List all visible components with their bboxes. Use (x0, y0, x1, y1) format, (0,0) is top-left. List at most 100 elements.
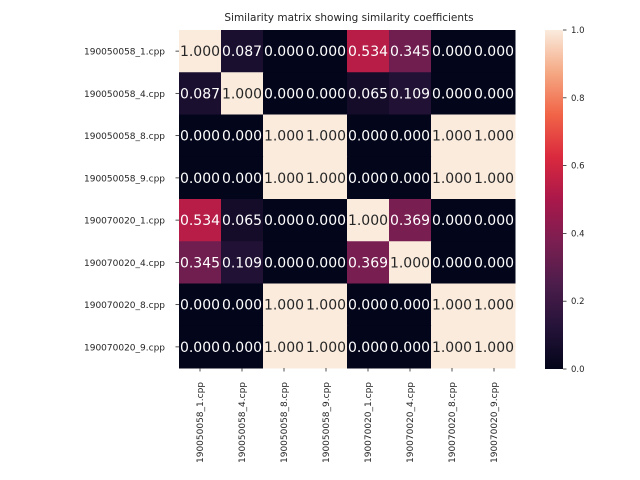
column-tick-label: 190070020_9.cpp (490, 382, 500, 463)
cell-value-label: 0.000 (390, 129, 430, 145)
column-tick-label: 190070020_8.cpp (448, 382, 458, 463)
cell-value-label: 0.369 (348, 255, 388, 271)
cell-value-label: 0.000 (348, 340, 388, 356)
heatmap-cell (389, 283, 432, 327)
column-tick-label: 190050058_8.cpp (280, 382, 290, 463)
heatmap-cell (473, 241, 516, 284)
heatmap-cell (263, 241, 306, 284)
chart-title: Similarity matrix showing similarity coe… (224, 12, 473, 24)
cell-value-label: 0.000 (180, 340, 220, 356)
cell-value-label: 1.000 (306, 340, 346, 356)
heatmap-cell (389, 325, 432, 369)
cell-value-label: 0.000 (306, 255, 346, 271)
heatmap-cell (305, 72, 348, 115)
cell-value-label: 1.000 (264, 340, 304, 356)
heatmap-cell (263, 114, 306, 158)
heatmap-cell (305, 114, 348, 158)
cell-value-label: 1.000 (264, 129, 304, 145)
cell-value-label: 0.369 (390, 213, 430, 229)
heatmap-cell (473, 283, 516, 327)
heatmap-cell (431, 114, 474, 158)
heatmap-cell (473, 72, 516, 115)
cell-value-label: 0.000 (180, 171, 220, 187)
cell-value-label: 0.000 (474, 255, 514, 271)
colorbar-gradient (545, 30, 563, 369)
column-tick-label: 190070020_1.cpp (364, 382, 374, 463)
cell-value-label: 0.000 (264, 213, 304, 229)
cell-value-label: 0.534 (348, 44, 388, 60)
cell-value-label: 1.000 (264, 171, 304, 187)
cell-value-label: 0.109 (390, 86, 430, 102)
heatmap-cell (179, 199, 222, 242)
cell-value-label: 0.000 (264, 255, 304, 271)
heatmap-cell (389, 72, 432, 115)
cell-value-label: 0.000 (348, 129, 388, 145)
cell-value-label: 0.000 (432, 255, 472, 271)
heatmap-cell (473, 325, 516, 369)
heatmap-cell (179, 241, 222, 284)
cell-value-label: 1.000 (432, 298, 472, 314)
cell-value-label: 1.000 (474, 340, 514, 356)
heatmap-cell (431, 30, 474, 73)
heatmap-cell (473, 30, 516, 73)
cell-value-label: 0.000 (222, 340, 262, 356)
cell-value-label: 1.000 (306, 171, 346, 187)
heatmap-cell (389, 114, 432, 158)
heatmap-cell (347, 72, 390, 115)
cell-value-label: 0.000 (222, 298, 262, 314)
cell-value-label: 0.000 (432, 86, 472, 102)
cell-value-label: 0.534 (180, 213, 220, 229)
column-labels: 190050058_1.cpp 190050058_4.cpp 190050058_… (196, 368, 500, 463)
cell-value-label: 0.065 (222, 213, 262, 229)
row-tick-label: 190070020_8.cpp (84, 301, 165, 311)
heatmap-cell (263, 156, 306, 200)
cell-value-label: 1.000 (264, 298, 304, 314)
row-tick-label: 190050058_9.cpp (84, 174, 165, 184)
heatmap-cell (305, 241, 348, 284)
heatmap-cell (179, 156, 222, 200)
heatmap-cells: 1.000 0.087 0.000 0.000 0.534 0.345 0.000 0.000… (179, 30, 516, 369)
heatmap-cell (179, 114, 222, 158)
heatmap-cell (221, 30, 264, 73)
cell-value-label: 1.000 (474, 171, 514, 187)
heatmap-cell (179, 325, 222, 369)
cell-value-label: 1.000 (306, 129, 346, 145)
heatmap-cell (179, 283, 222, 327)
cell-value-label: 0.000 (390, 298, 430, 314)
cell-value-label: 0.000 (222, 171, 262, 187)
heatmap-cell (221, 114, 264, 158)
cell-value-label: 1.000 (306, 298, 346, 314)
row-tick-label: 190050058_8.cpp (84, 132, 165, 142)
heatmap-cell (431, 241, 474, 284)
heatmap-cell (263, 72, 306, 115)
heatmap-cell (431, 199, 474, 242)
heatmap-cell (389, 30, 432, 73)
column-tick-label: 190050058_1.cpp (196, 382, 206, 463)
cell-value-label: 0.000 (390, 171, 430, 187)
colorbar: 0.0 0.2 0.4 0.6 0.8 1.0 (545, 26, 585, 375)
cell-value-label: 1.000 (222, 86, 262, 102)
heatmap-cell (179, 30, 222, 73)
row-tick-label: 190050058_1.cpp (84, 48, 165, 58)
cell-value-label: 0.000 (306, 86, 346, 102)
cell-value-label: 0.000 (306, 213, 346, 229)
cell-value-label: 1.000 (390, 255, 430, 271)
cell-value-label: 0.000 (180, 129, 220, 145)
heatmap-cell (347, 30, 390, 73)
cell-value-label: 1.000 (432, 340, 472, 356)
colorbar-tick-label: 0.6 (571, 162, 585, 172)
cell-value-label: 0.345 (180, 255, 220, 271)
heatmap-cell (305, 30, 348, 73)
cell-value-label: 0.000 (432, 44, 472, 60)
heatmap-cell (347, 156, 390, 200)
cell-value-label: 0.000 (474, 86, 514, 102)
cell-value-label: 0.109 (222, 255, 262, 271)
cell-value-label: 0.000 (348, 171, 388, 187)
heatmap-cell (179, 72, 222, 115)
cell-value-label: 1.000 (432, 171, 472, 187)
cell-value-label: 0.000 (222, 129, 262, 145)
row-tick-label: 190070020_9.cpp (84, 343, 165, 353)
heatmap-cell (221, 199, 264, 242)
colorbar-tick-label: 0.0 (571, 365, 585, 375)
cell-value-label: 0.000 (306, 44, 346, 60)
